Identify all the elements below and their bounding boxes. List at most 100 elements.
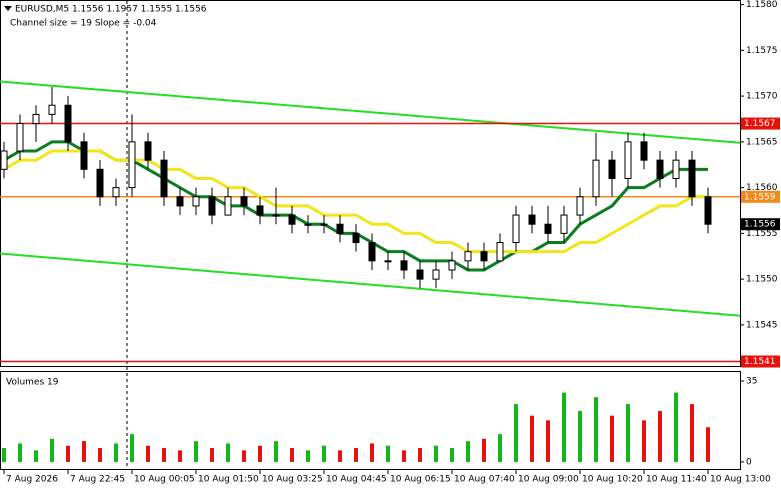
volume-bar [530,415,534,462]
candle-body [560,214,568,234]
candle-body [128,141,136,189]
candle-body [256,205,264,216]
volume-bar [242,450,246,462]
volume-bar [386,445,390,462]
volume-bar [626,404,630,462]
candle-body [368,242,376,262]
y-tick-label: 1.1560 [746,183,778,193]
x-tick-label: 10 Aug 03:25 [262,475,323,485]
chart-title: EURUSD,M5 1.1556 1.1957 1.1555 1.1556 [15,5,207,15]
candle-body [176,196,184,207]
candle-body [432,269,440,280]
volume-bar [658,411,662,462]
candle-body [528,214,536,225]
candle-body [64,104,72,143]
candle-body [320,223,328,226]
level-label: 1.1559 [744,192,776,202]
candle-body [336,223,344,234]
y-tick-label: 1.1570 [746,92,778,102]
volume-bar [370,443,374,462]
volume-bar [98,448,102,462]
candle-body [448,260,456,271]
volume-bar [226,443,230,462]
y-tick-label: 0 [746,457,752,467]
level-tag [741,117,780,130]
x-tick-label: 7 Aug 2026 [6,475,58,485]
candle-body [0,150,8,170]
candle-body [192,196,200,207]
x-tick-label: 10 Aug 13:00 [710,475,771,485]
volume-bar [466,441,470,462]
volume-bar [482,438,486,462]
level-label: 1.1556 [744,220,776,230]
x-tick-label: 10 Aug 11:40 [646,475,707,485]
level-label: 1.1567 [744,119,776,129]
chart-subtitle: Channel size = 19 Slope = -0.04 [10,19,157,29]
level-tag [741,190,780,203]
candle-body [416,269,424,280]
x-tick-label: 10 Aug 10:20 [582,475,643,485]
candle-body [688,159,696,198]
y-tick-label: 1.1545 [746,320,778,330]
candle-body [240,196,248,207]
volume-bar [178,450,182,462]
volume-bar [290,448,294,462]
volume-bar [706,427,710,462]
x-tick-label: 7 Aug 22:45 [70,475,125,485]
volume-bar [674,392,678,462]
volume-bar [578,411,582,462]
volume-title: Volumes 19 [6,378,59,388]
volume-bar [434,445,438,462]
volume-bar [402,450,406,462]
candle-body [544,223,552,234]
y-tick-label: 1.1555 [746,229,778,239]
candle-body [96,168,104,198]
candle-body [208,196,216,216]
candle-body [32,113,40,125]
candle-body [592,159,600,198]
candle-body [496,242,504,262]
volume-bar [418,448,422,462]
volume-bar [610,415,614,462]
candle-body [704,196,712,225]
y-tick-label: 1.1575 [746,46,778,56]
candle-body [384,260,392,263]
candle-body [48,104,56,115]
candle-body [352,232,360,244]
candle-body [144,141,152,161]
candle-body [400,260,408,271]
moving-average [3,149,708,254]
volume-bar [450,448,454,462]
volume-bar [690,404,694,462]
volume-bar [562,392,566,462]
channel-line [0,80,741,144]
volume-bar [82,441,86,462]
collapse-icon [4,6,12,11]
x-tick-label: 10 Aug 09:00 [518,475,579,485]
volume-bar [50,438,54,462]
candle-body [624,141,632,179]
volume-bar [114,443,118,462]
x-tick-label: 10 Aug 04:45 [326,475,387,485]
candle-body [160,159,168,198]
volume-bar [258,445,262,462]
y-tick-label: 1.1580 [746,0,778,10]
volume-bar [498,434,502,462]
candle-body [640,141,648,161]
volume-bar [546,420,550,462]
candle-body [656,159,664,179]
volume-bar [642,420,646,462]
x-tick-label: 10 Aug 01:50 [198,475,259,485]
candle-body [80,141,88,170]
candle-body [608,159,616,179]
channel-line [0,252,741,317]
volume-bar [338,450,342,462]
volume-bar [34,450,38,462]
volume-bar [354,448,358,462]
volume-bar [594,397,598,462]
volume-bar [2,448,6,462]
candle-body [288,214,296,225]
candle-body [512,214,520,244]
candle-body [672,159,680,179]
